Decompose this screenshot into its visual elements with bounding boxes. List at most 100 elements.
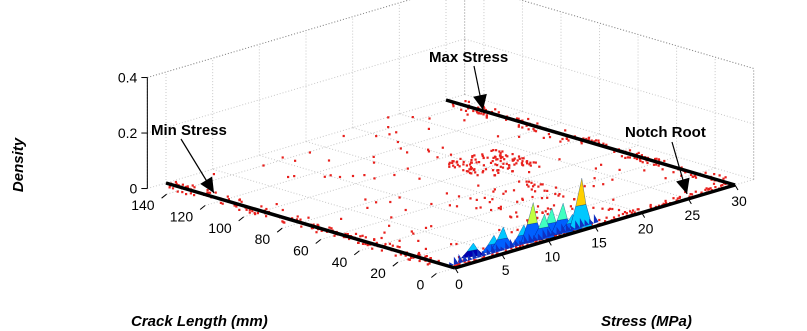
scatter-point [430,202,433,206]
scatter-point [380,236,383,240]
scatter-point [564,129,567,132]
floor-grid-line [397,167,716,263]
scatter-point [672,171,675,174]
scatter-point [448,165,451,168]
scatter-point [265,207,268,211]
scatter-point [212,173,215,176]
scatter-point [502,162,505,165]
scatter-point [720,184,723,187]
scatter-point [490,149,493,152]
y-tick-mark [547,240,552,246]
scatter-point [406,151,409,154]
scatter-point [281,156,284,159]
surface-ridge [472,250,478,260]
scatter-point [175,182,178,185]
scatter-point [496,169,499,172]
scatter-point [248,209,251,212]
scatter-point [655,157,658,160]
scatter-point [499,208,502,211]
scatter-point [417,251,421,255]
surface-ridge [528,233,534,243]
scatter-point [359,235,362,238]
scatter-point [474,158,477,161]
scatter-point [547,133,550,136]
notch-root-label: Notch Root [625,124,706,141]
scatter-point [283,221,286,224]
scatter-point [410,230,413,233]
scatter-point [628,156,631,159]
scatter-point [724,176,727,179]
scatter-point [625,212,628,215]
scatter-point [412,256,415,259]
scatter-point [624,156,627,159]
scatter-point [691,175,695,178]
scatter-point [652,163,656,166]
scatter-point [689,173,693,176]
scatter-point [520,162,523,165]
scatter-point [637,151,640,154]
scatter-point [503,158,506,161]
scatter-point [238,199,241,202]
scatter-point [537,185,540,188]
scatter-point [678,196,681,199]
scatter-point [543,189,546,192]
x-axis-title: Crack Length (mm) [131,313,268,330]
scatter-point [499,152,502,155]
scatter-point [518,157,521,160]
scatter-point [601,207,604,210]
scatter-point [504,249,507,252]
scatter-point [533,183,536,186]
scatter-point [463,260,466,263]
scatter-point [191,184,194,187]
scatter-point [375,135,378,138]
scatter-point [663,159,666,163]
scatter-point [714,186,717,189]
scatter-point [330,227,333,230]
scatter-point [253,211,256,214]
scatter-point [694,176,698,179]
y-tick-mark [501,253,506,260]
scatter-point [521,243,524,246]
surface-ridge [463,254,468,263]
scatter-point [536,122,539,125]
scatter-point [458,165,461,168]
scatter-point [535,211,538,214]
scatter-point [497,207,500,210]
min-stress-line [165,181,456,270]
scatter-point [469,165,472,169]
scatter-point [632,209,635,212]
scatter-point [502,192,505,195]
scatter-point [526,160,529,163]
scatter-point [262,164,265,167]
y-tick-label: 0 [455,276,463,292]
scatter-point [479,206,482,209]
scatter-point [375,201,378,204]
scatter-point [417,239,420,242]
scatter-point [519,245,522,248]
scatter-point [587,136,591,139]
y-tick-label: 30 [731,193,747,209]
scatter-point [449,153,453,156]
x-tick-mark [276,227,283,233]
scatter-point [483,107,486,110]
scatter-point [534,161,537,164]
scatter-point [491,254,494,257]
scatter-point [527,128,530,131]
scatter-point [531,195,534,199]
scatter-point [521,126,524,129]
scatter-point [477,112,480,115]
scatter-point [491,198,494,201]
scatter-point [327,159,331,162]
scatter-point [482,255,486,258]
scatter-point [541,183,544,186]
surface-ridge [565,223,571,232]
scatter-point [372,161,376,164]
scatter-point [526,162,529,165]
scatter-point [275,203,278,206]
scatter-point [511,153,514,156]
scatter-point [496,158,499,161]
y-tick-label: 5 [502,262,510,278]
scatter-point [357,241,360,244]
scatter-point [661,168,664,171]
scatter-point [521,119,524,122]
